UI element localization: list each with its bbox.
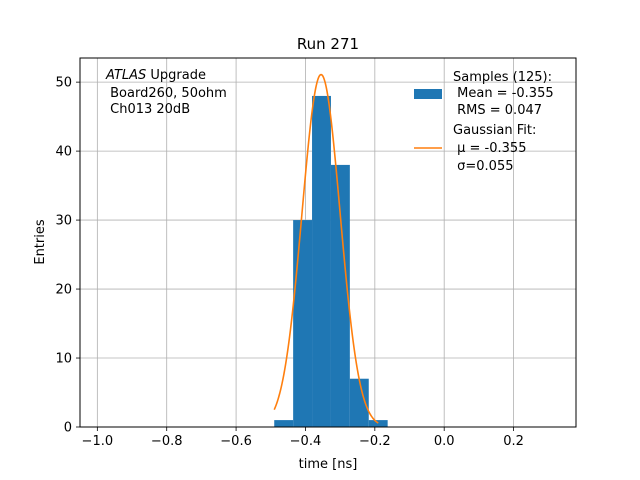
y-tick-label: 20 [55,283,72,298]
x-tick-label: −1.0 [82,434,114,449]
gaussian-fit-curve [273,73,379,424]
legend-histogram-title: Samples (125): [453,70,552,85]
x-axis-label: time [ns] [299,457,358,472]
x-tick-label: 0.2 [503,434,524,449]
legend-histogram-rms: RMS = 0.047 [453,103,542,118]
histogram-bar [349,378,369,427]
atlas-annotation: ATLAS Upgrade Board260, 50ohm Ch013 20dB [105,68,227,117]
x-tick-label: −0.8 [151,434,183,449]
histogram-bar [312,95,331,428]
annotation-line-1: ATLAS Upgrade [105,68,206,83]
y-tick-label: 30 [55,214,72,229]
histogram-bar [293,220,313,427]
legend-fit-title: Gaussian Fit: [453,123,536,138]
annotation-line-2: Board260, 50ohm [106,86,227,101]
histogram-bar [368,420,388,427]
x-tick-label: −0.6 [220,434,252,449]
y-tick-label: 0 [64,421,72,436]
annotation-line-3: Ch013 20dB [106,102,190,117]
y-axis-ticks: 0 10 20 30 40 50 [55,76,80,436]
histogram-bar [274,420,294,427]
fit-line [273,73,379,424]
x-axis-ticks: −1.0 −0.8 −0.6 −0.4 −0.2 0.0 0.2 [82,427,524,449]
legend-fit-mu: μ = -0.355 [453,141,526,156]
legend-histogram-mean: Mean = -0.355 [453,86,554,101]
y-tick-label: 50 [55,76,72,91]
y-tick-label: 10 [55,352,72,367]
x-tick-label: −0.4 [290,434,322,449]
legend-histogram-swatch [414,89,442,99]
chart-title: Run 271 [297,35,359,53]
histogram-bar [330,164,350,427]
x-tick-label: −0.2 [359,434,391,449]
x-tick-label: 0.0 [434,434,455,449]
y-axis-label: Entries [33,219,48,265]
histogram-bars [274,95,388,428]
legend-fit-sigma: σ=0.055 [453,159,513,174]
legend: Samples (125): Mean = -0.355 RMS = 0.047… [414,70,554,174]
plot-frame [79,57,577,428]
y-tick-label: 40 [55,145,72,160]
